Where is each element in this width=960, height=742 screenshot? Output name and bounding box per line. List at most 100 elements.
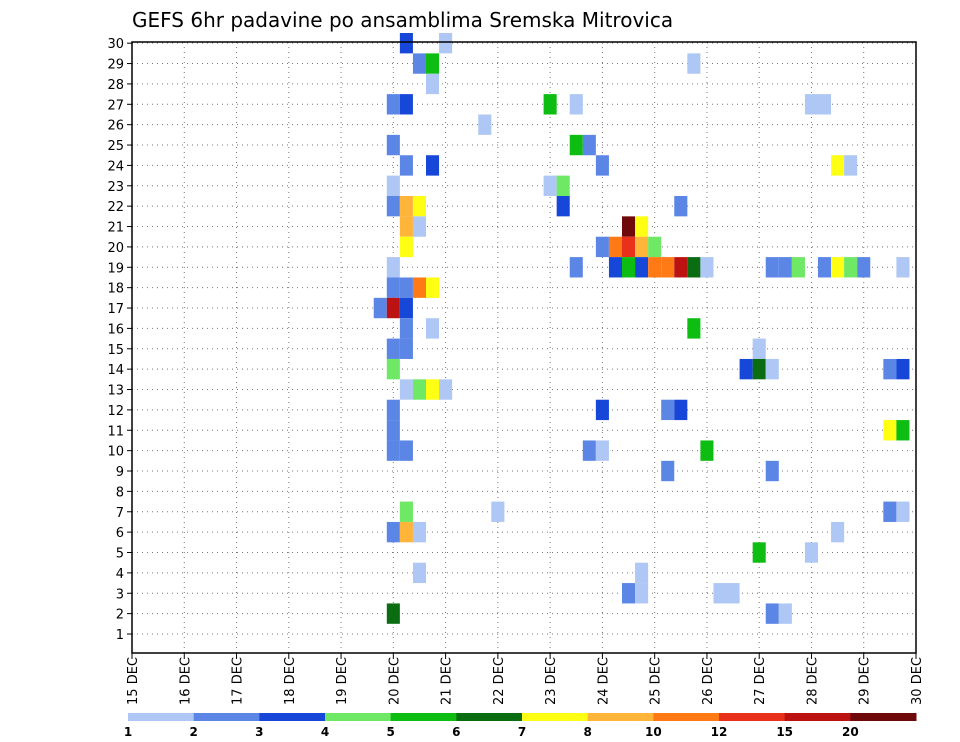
- legend-label: 12: [711, 725, 728, 739]
- precip-cell: [687, 53, 701, 74]
- precip-cell: [622, 216, 636, 237]
- precip-cell: [700, 440, 714, 461]
- legend-label: 10: [645, 725, 662, 739]
- y-tick-label: 11: [107, 424, 124, 439]
- color-legend: 1 2 3 4 5 6 7 8 10 12 15 20: [124, 713, 917, 739]
- y-tick-label: 23: [107, 180, 124, 195]
- precip-cell: [412, 53, 426, 74]
- precip-cell: [778, 257, 792, 278]
- legend-label: 8: [583, 725, 591, 739]
- precip-cell: [765, 257, 779, 278]
- precip-cell: [674, 399, 688, 421]
- precip-cell: [478, 114, 492, 135]
- legend-label: 4: [321, 725, 329, 739]
- y-tick-label: 19: [107, 261, 124, 276]
- precip-cell: [386, 94, 400, 115]
- precip-cell: [399, 277, 413, 298]
- precip-cell: [595, 399, 609, 421]
- legend-label: 1: [124, 725, 132, 739]
- precip-cell: [896, 358, 910, 380]
- precip-cell: [831, 155, 845, 176]
- y-tick-label: 20: [107, 241, 124, 256]
- precip-cell: [569, 134, 583, 156]
- legend-swatch: [259, 713, 326, 721]
- y-tick-label: 27: [107, 98, 124, 113]
- legend-swatch: [850, 713, 917, 721]
- chart-title: GEFS 6hr padavine po ansamblima Sremska …: [132, 8, 673, 32]
- y-tick-label: 30: [107, 37, 124, 52]
- precip-cell: [386, 358, 400, 380]
- x-tick-label: 19 DEC: [335, 657, 350, 705]
- y-tick-label: 16: [107, 322, 124, 337]
- grid-lines: [132, 42, 916, 653]
- precip-cell: [778, 603, 792, 624]
- precip-cell: [386, 440, 400, 461]
- precip-cell: [726, 583, 740, 604]
- precip-cell: [896, 257, 910, 278]
- precip-cell: [883, 501, 897, 522]
- precip-cell: [791, 257, 805, 278]
- precip-cell: [399, 155, 413, 176]
- y-tick-label: 25: [107, 139, 124, 154]
- precip-cell: [818, 257, 832, 278]
- y-tick-label: 24: [107, 159, 124, 174]
- precip-cell: [412, 562, 426, 584]
- precip-cell: [896, 420, 910, 441]
- precip-cell: [765, 358, 779, 380]
- precip-cell: [831, 257, 845, 278]
- precip-cell: [608, 236, 622, 258]
- precip-cell: [608, 257, 622, 278]
- x-tick-label: 24 DEC: [596, 657, 611, 705]
- precip-cell: [399, 94, 413, 115]
- legend-swatch: [456, 713, 523, 721]
- precip-cell: [648, 236, 662, 258]
- x-tick-label: 25 DEC: [649, 657, 664, 705]
- precip-cell: [595, 440, 609, 461]
- precip-cell: [386, 277, 400, 298]
- precip-cell: [831, 521, 845, 543]
- precip-cell: [635, 562, 649, 584]
- precip-cell: [373, 297, 387, 319]
- x-tick-label: 30 DEC: [910, 657, 925, 705]
- precip-cell: [635, 216, 649, 237]
- y-tick-label: 17: [107, 302, 124, 317]
- precip-cell: [635, 583, 649, 604]
- legend-label: 20: [842, 725, 859, 739]
- precip-cell: [426, 318, 440, 339]
- legend-swatch: [653, 713, 720, 721]
- precip-cell: [426, 53, 440, 74]
- plot-frame: [131, 41, 917, 654]
- x-tick-label: 27 DEC: [753, 657, 768, 705]
- y-tick-label: 9: [116, 465, 124, 480]
- legend-label: 3: [255, 725, 263, 739]
- precip-cell: [713, 583, 727, 604]
- legend-label: 2: [189, 725, 197, 739]
- y-tick-label: 6: [116, 526, 124, 541]
- precip-cell: [896, 501, 910, 522]
- precip-cell: [687, 318, 701, 339]
- precip-cell: [543, 175, 557, 196]
- precip-cell: [739, 358, 753, 380]
- x-tick-label: 29 DEC: [858, 657, 873, 705]
- legend-swatch: [522, 713, 589, 721]
- legend-swatch: [587, 713, 654, 721]
- precip-cell: [386, 603, 400, 624]
- precip-cell: [412, 379, 426, 400]
- y-tick-label: 3: [116, 587, 124, 602]
- precip-cell: [543, 94, 557, 115]
- y-tick-label: 1: [116, 628, 124, 643]
- y-tick-label: 29: [107, 58, 124, 73]
- precip-cell: [804, 94, 818, 115]
- x-tick-label: 26 DEC: [701, 657, 716, 705]
- y-tick-label: 14: [107, 363, 124, 378]
- legend-label: 5: [386, 725, 394, 739]
- precip-cell: [399, 216, 413, 237]
- precip-cell: [818, 94, 832, 115]
- precip-cell: [426, 73, 440, 95]
- precip-cell: [595, 155, 609, 176]
- precip-cell: [399, 440, 413, 461]
- precip-cell: [399, 379, 413, 400]
- precip-cell: [582, 134, 596, 156]
- precip-cell: [883, 420, 897, 441]
- legend-label: 7: [518, 725, 526, 739]
